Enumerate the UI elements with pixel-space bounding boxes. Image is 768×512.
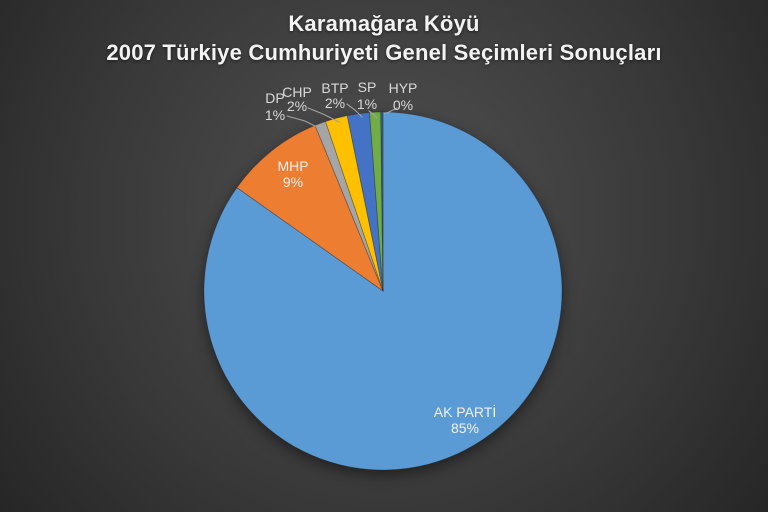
mhp-name-label: MHP <box>277 158 308 174</box>
chart-title: Karamağara Köyü 2007 Türkiye Cumhuriyeti… <box>0 9 768 67</box>
pie-slice-chp <box>325 115 384 292</box>
hyp-pct-label: 0% <box>393 97 413 113</box>
dp-name-label: DP <box>265 90 284 106</box>
sp-pct-label: 1% <box>357 96 377 112</box>
btp-pct-label: 2% <box>325 95 345 111</box>
mhp-pct-label: 9% <box>283 174 303 190</box>
chp-name-label: CHP <box>282 84 312 100</box>
chp-pct-label: 2% <box>287 98 307 114</box>
leader-line-dp <box>286 115 324 131</box>
pie-slice-mhp <box>236 124 384 293</box>
ak-parti-pct-label: 85% <box>451 420 479 436</box>
dp-pct-label: 1% <box>265 107 285 123</box>
sp-name-label: SP <box>358 79 377 95</box>
leader-line-btp <box>346 103 363 118</box>
leader-line-hyp <box>383 107 398 115</box>
leader-line-sp <box>368 110 378 119</box>
pie-slice-ak-parti <box>203 111 563 471</box>
pie-slice-sp <box>369 111 384 292</box>
pie-slices <box>203 111 563 471</box>
leader-line-chp <box>307 107 340 123</box>
chart-title-line1: Karamağara Köyü <box>288 11 480 36</box>
pie-slice-hyp <box>380 111 384 292</box>
ak-parti-name-label: AK PARTİ <box>434 403 497 420</box>
btp-name-label: BTP <box>321 80 348 96</box>
hyp-name-label: HYP <box>389 80 418 96</box>
chart-title-line2: 2007 Türkiye Cumhuriyeti Genel Seçimleri… <box>106 40 662 65</box>
